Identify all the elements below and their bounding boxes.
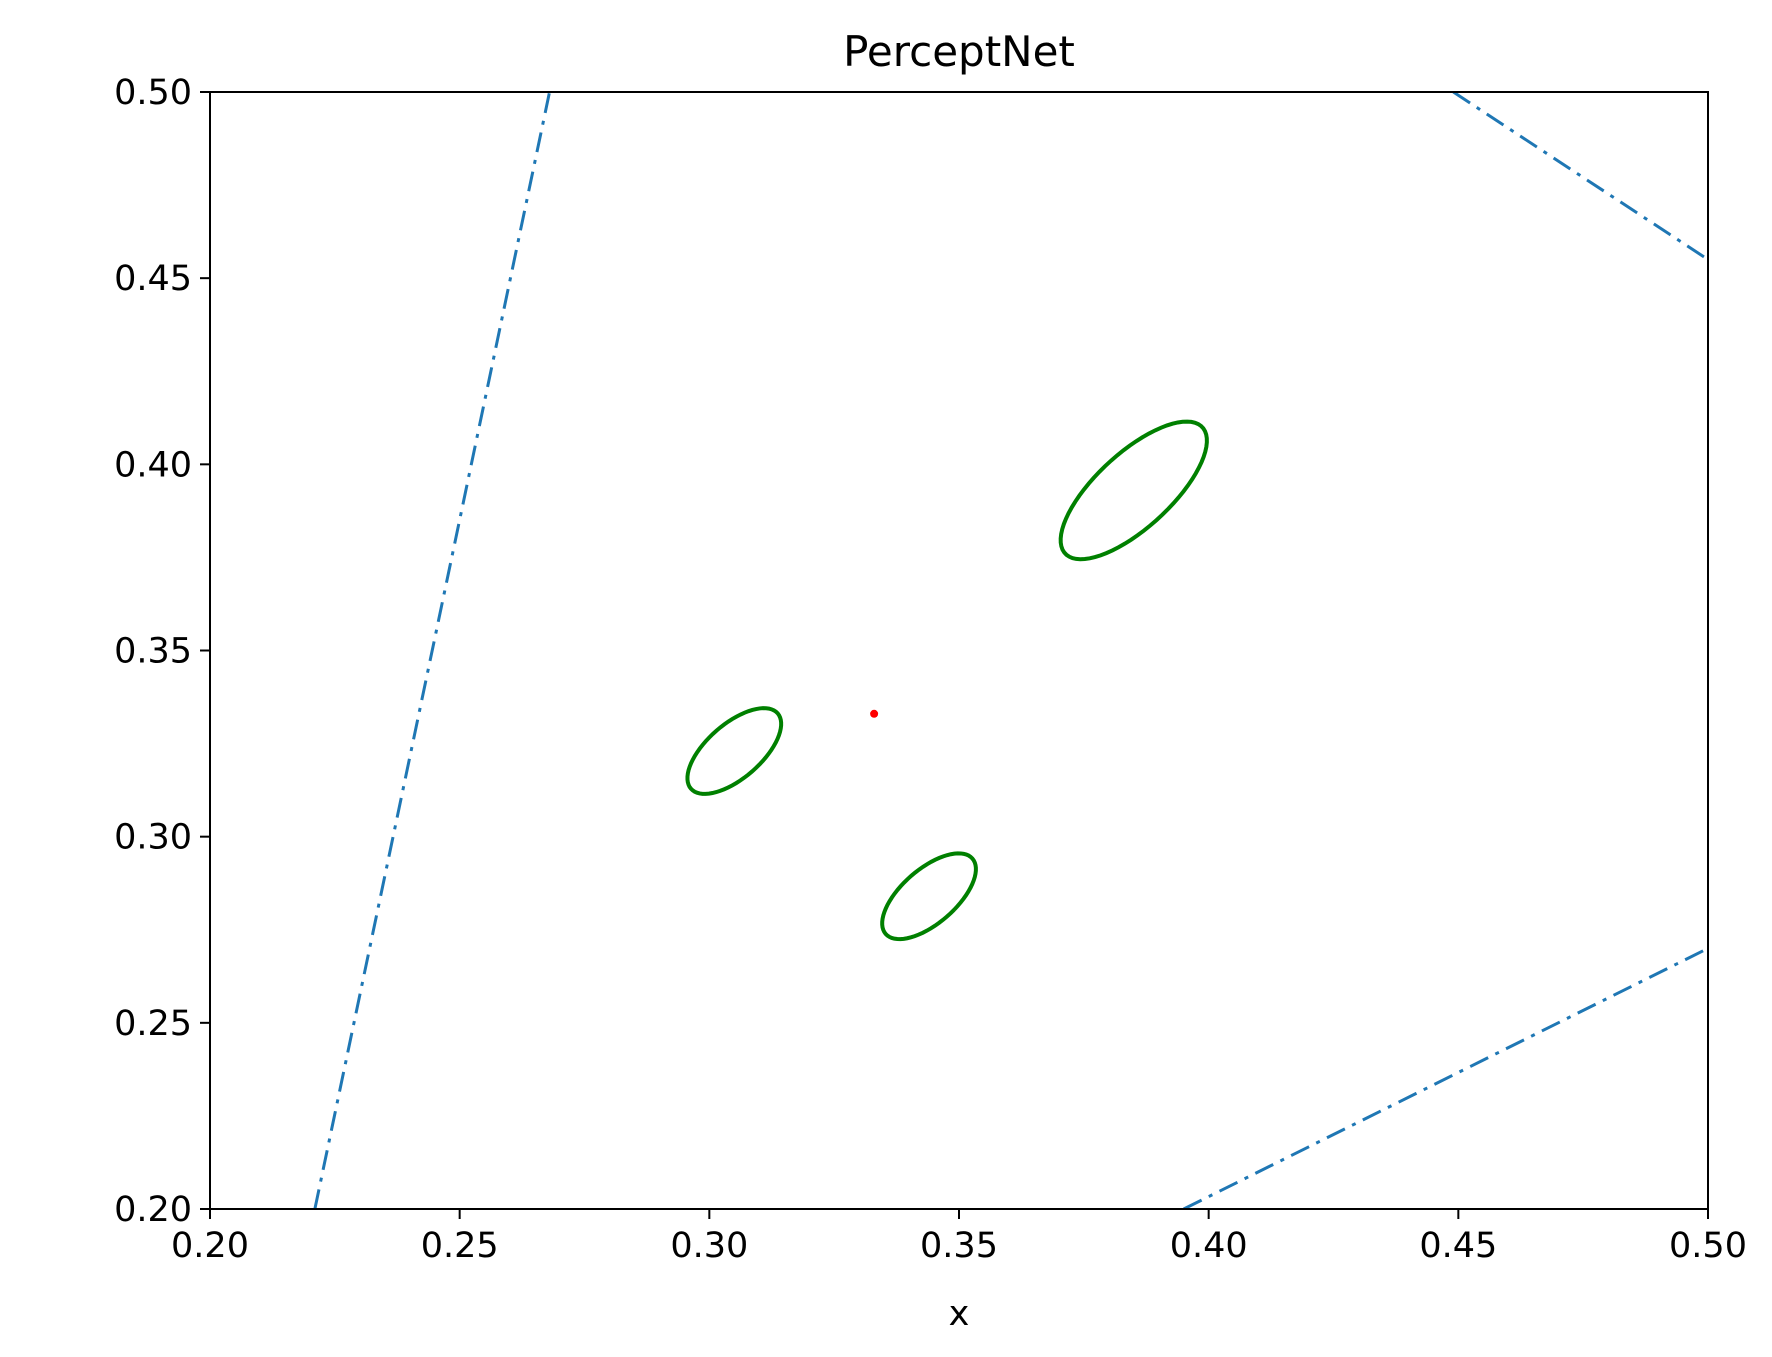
x-tick-label: 0.20	[171, 1226, 249, 1266]
chart-title: PerceptNet	[843, 27, 1075, 76]
ellipse-contour	[1058, 419, 1209, 562]
boundary-line	[1183, 947, 1708, 1209]
ellipse-contour	[880, 851, 978, 942]
ellipse-contour	[685, 706, 784, 796]
y-tick-label: 0.30	[114, 818, 192, 858]
y-tick-label: 0.25	[114, 1004, 192, 1044]
x-tick-label: 0.30	[670, 1226, 748, 1266]
y-tick-label: 0.40	[114, 445, 192, 485]
y-tick-label: 0.45	[114, 259, 192, 299]
x-tick-label: 0.40	[1170, 1226, 1248, 1266]
center-point	[870, 709, 879, 718]
y-tick-label: 0.50	[114, 73, 192, 113]
x-axis: 0.20 0.25 0.30 0.35 0.40 0.45 0.50	[171, 1209, 1747, 1266]
x-axis-label: x	[949, 1294, 970, 1334]
y-tick-label: 0.35	[114, 632, 192, 672]
x-tick-label: 0.50	[1669, 1226, 1747, 1266]
boundary-line	[1452, 92, 1708, 261]
x-tick-label: 0.25	[421, 1226, 499, 1266]
y-axis: 0.20 0.25 0.30 0.35 0.40 0.45 0.50	[114, 73, 210, 1230]
x-tick-label: 0.35	[920, 1226, 998, 1266]
x-tick-label: 0.45	[1419, 1226, 1497, 1266]
boundary-line	[313, 92, 552, 1209]
plot-area	[313, 92, 1708, 1209]
plot-frame	[209, 91, 1709, 1210]
y-tick-label: 0.20	[114, 1190, 192, 1230]
